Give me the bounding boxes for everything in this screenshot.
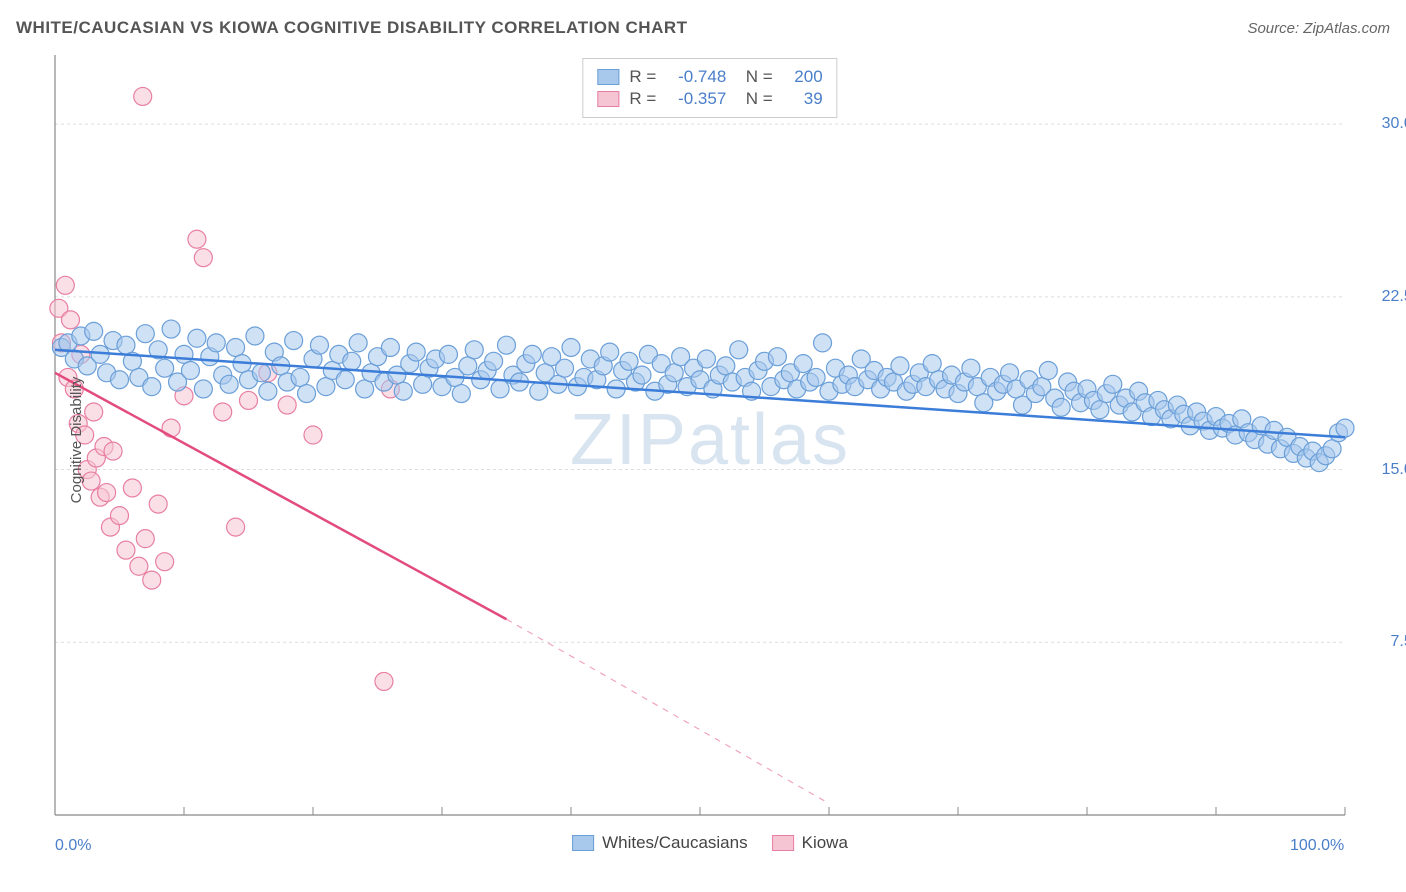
legend-n-value-2: 39 (783, 89, 823, 109)
y-tick-label: 22.5% (1382, 288, 1406, 306)
chart-area: Cognitive Disability ZIPatlas R = -0.748… (45, 55, 1375, 825)
y-axis-label: Cognitive Disability (68, 377, 85, 504)
legend-n-value-1: 200 (783, 67, 823, 87)
legend-correlation: R = -0.748 N = 200 R = -0.357 N = 39 (582, 58, 837, 118)
legend-r-label-2: R = (629, 89, 656, 109)
chart-header: WHITE/CAUCASIAN VS KIOWA COGNITIVE DISAB… (16, 18, 1390, 38)
chart-svg (45, 55, 1375, 825)
legend-swatch-bottom-1 (572, 835, 594, 851)
x-tick-label: 100.0% (1290, 837, 1344, 855)
y-tick-label: 15.0% (1382, 461, 1406, 479)
legend-r-label: R = (629, 67, 656, 87)
legend-item-series1: Whites/Caucasians (572, 833, 748, 853)
legend-row-series2: R = -0.357 N = 39 (597, 89, 822, 109)
y-tick-label: 30.0% (1382, 115, 1406, 133)
legend-swatch-series2 (597, 91, 619, 107)
legend-swatch-bottom-2 (772, 835, 794, 851)
legend-swatch-series1 (597, 69, 619, 85)
chart-title: WHITE/CAUCASIAN VS KIOWA COGNITIVE DISAB… (16, 18, 688, 38)
y-tick-label: 7.5% (1391, 633, 1406, 651)
legend-series: Whites/Caucasians Kiowa (572, 833, 848, 853)
legend-n-label-2: N = (736, 89, 772, 109)
chart-source: Source: ZipAtlas.com (1247, 20, 1390, 37)
legend-r-value-2: -0.357 (666, 89, 726, 109)
legend-row-series1: R = -0.748 N = 200 (597, 67, 822, 87)
x-tick-label: 0.0% (55, 837, 91, 855)
legend-r-value-1: -0.748 (666, 67, 726, 87)
legend-label-1: Whites/Caucasians (602, 833, 748, 853)
legend-label-2: Kiowa (802, 833, 848, 853)
legend-n-label: N = (736, 67, 772, 87)
legend-item-series2: Kiowa (772, 833, 848, 853)
